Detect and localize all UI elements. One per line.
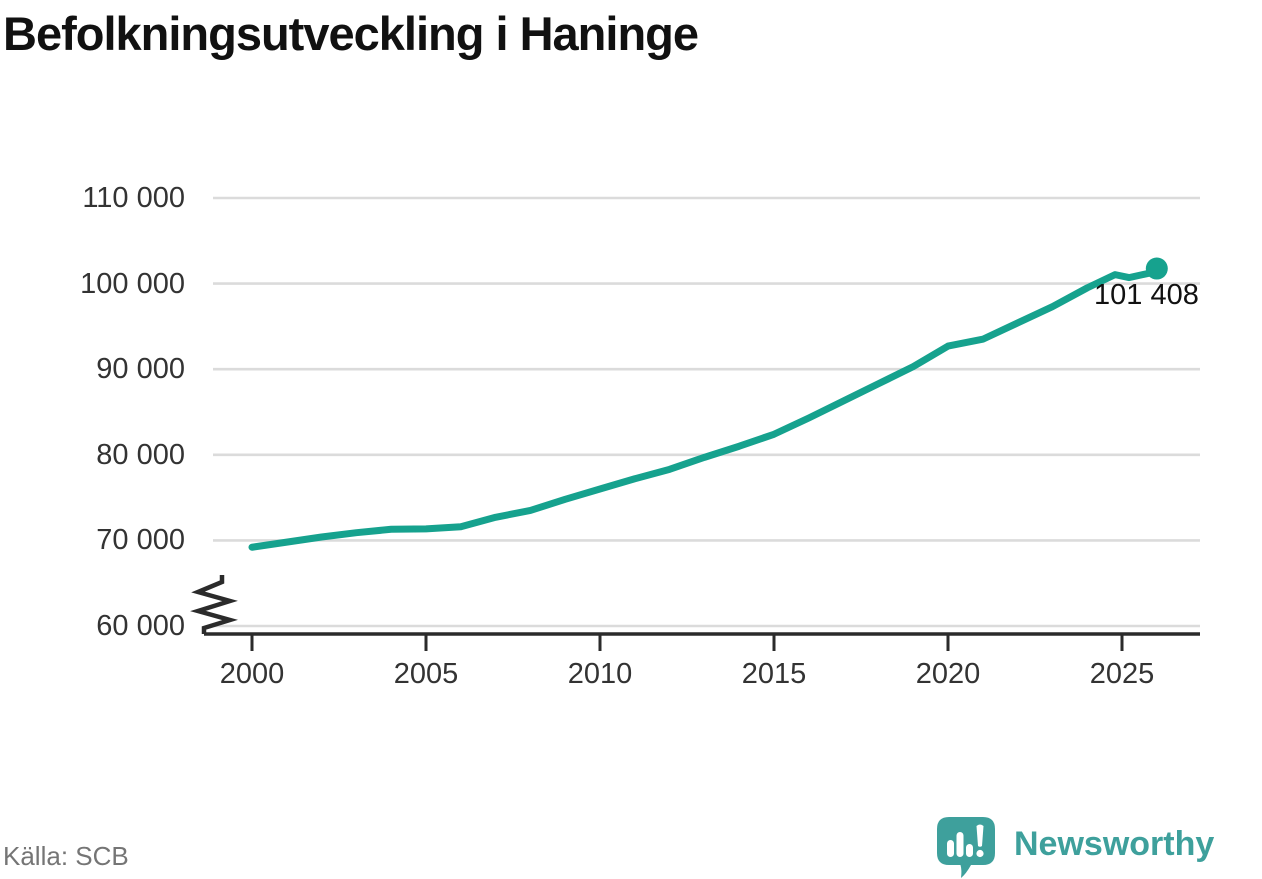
x-tick-label: 2000	[219, 658, 285, 690]
logo-bar-2	[956, 832, 964, 857]
logo-exclamation-line	[976, 824, 984, 847]
logo-bar-3	[966, 844, 973, 857]
latest-value-label: 101 408	[1094, 279, 1199, 311]
y-tick-label: 100 000	[80, 267, 185, 300]
x-tick-label: 2025	[1089, 658, 1155, 690]
chart-title: Befolkningsutveckling i Haninge	[3, 7, 699, 60]
x-tick-label: 2005	[393, 658, 459, 690]
y-tick-label: 110 000	[82, 182, 185, 214]
brand-name: Newsworthy	[1014, 825, 1215, 863]
y-tick-label: 60 000	[96, 610, 185, 642]
gridlines	[213, 196, 1200, 628]
source-note: Källa: SCB	[3, 841, 129, 871]
population-line-series	[248, 257, 1168, 551]
population-line	[248, 268, 1161, 551]
logo-exclamation-dot	[976, 849, 984, 858]
y-tick-label: 70 000	[96, 524, 185, 557]
newsworthy-logo-icon	[937, 817, 995, 878]
axis-break-icon	[190, 575, 238, 634]
latest-point-marker	[1145, 257, 1168, 280]
x-tick-label: 2020	[915, 658, 981, 690]
logo-bar-1	[947, 840, 954, 857]
x-tick-label: 2010	[567, 658, 633, 690]
y-tick-label: 80 000	[96, 438, 185, 471]
x-axis	[190, 575, 1200, 651]
y-tick-label: 90 000	[96, 353, 185, 386]
x-tick-label: 2015	[741, 658, 807, 690]
